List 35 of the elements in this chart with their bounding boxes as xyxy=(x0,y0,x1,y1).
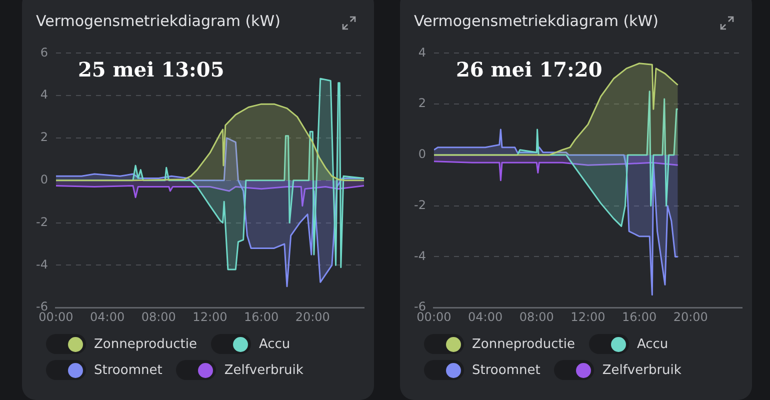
y-tick-label: 2 xyxy=(418,96,426,110)
x-tick-label: 16:00 xyxy=(622,310,657,324)
y-tick-label: -2 xyxy=(414,198,426,212)
x-tick-label: 16:00 xyxy=(244,310,279,324)
x-tick-label: 08:00 xyxy=(141,310,176,324)
legend-label: Stroomnet xyxy=(472,362,540,378)
y-tick-label: 4 xyxy=(418,45,426,60)
legend-label: Zonneproductie xyxy=(94,336,197,352)
y-tick-label: -4 xyxy=(36,257,48,272)
y-tick-label: 4 xyxy=(40,88,48,102)
y-tick-label: 6 xyxy=(40,45,48,60)
legend-label: Zonneproductie xyxy=(472,336,575,352)
legend-label: Zelfverbruik xyxy=(602,362,682,378)
x-tick-label: 00:00 xyxy=(38,310,74,324)
annotation: 26 mei 17:20 xyxy=(456,57,602,82)
x-tick-label: 04:00 xyxy=(90,310,125,324)
x-tick-label: 00:00 xyxy=(416,310,452,324)
x-tick-label: 20:00 xyxy=(295,310,330,324)
x-tick-label: 08:00 xyxy=(519,310,554,324)
y-tick-label: -2 xyxy=(36,214,48,229)
y-tick-label: 0 xyxy=(418,147,426,162)
y-tick-label: 0 xyxy=(40,172,48,187)
annotation: 25 mei 13:05 xyxy=(78,57,224,82)
y-tick-label: 2 xyxy=(40,130,48,144)
legend-label: Accu xyxy=(636,336,668,352)
y-tick-label: -4 xyxy=(414,248,426,263)
chart-title: Vermogensmetriekdiagram (kW) xyxy=(414,12,658,30)
chart-title: Vermogensmetriekdiagram (kW) xyxy=(36,12,280,30)
legend-label: Zelfverbruik xyxy=(224,362,304,378)
legend-label: Stroomnet xyxy=(94,362,162,378)
x-tick-label: 04:00 xyxy=(468,310,503,324)
x-tick-label: 12:00 xyxy=(570,310,606,324)
x-tick-label: 20:00 xyxy=(673,310,708,324)
legend-label: Accu xyxy=(258,336,290,352)
x-tick-label: 12:00 xyxy=(192,310,228,324)
